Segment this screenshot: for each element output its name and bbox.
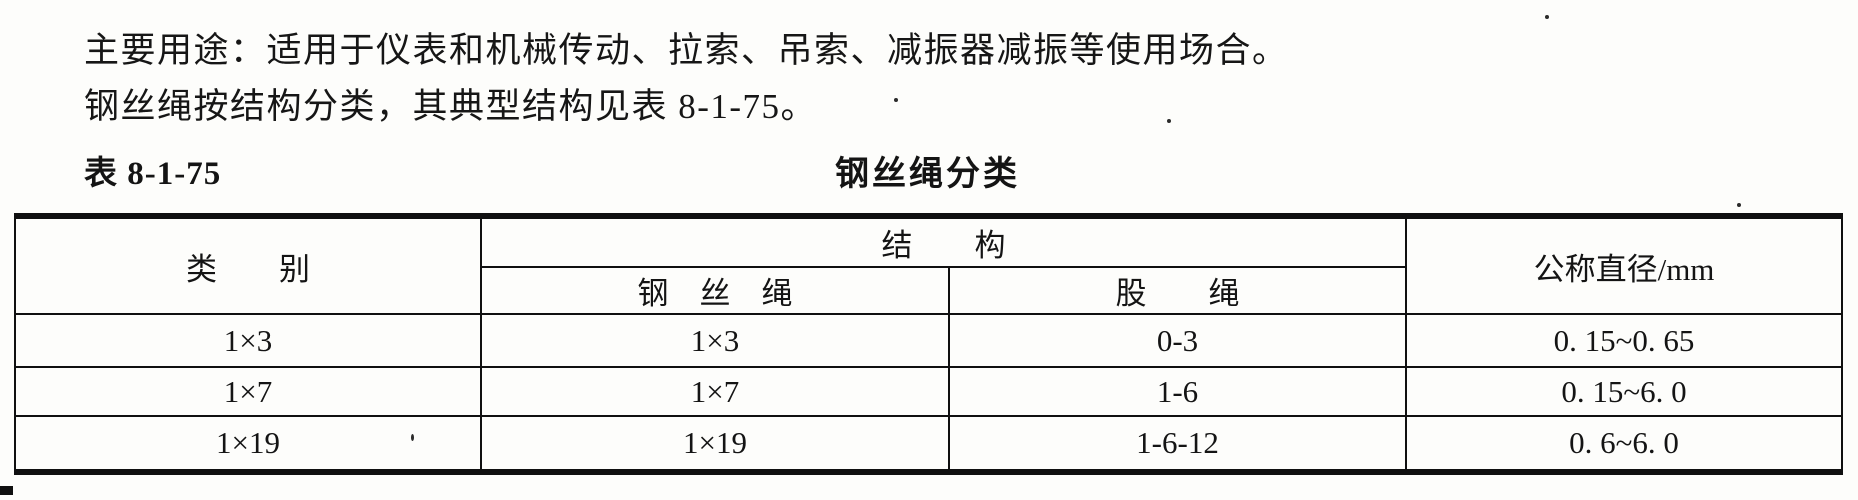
cell-category: 1×19 — [14, 415, 482, 473]
scan-speck — [894, 98, 898, 102]
table-row: 1×19 1×19 1-6-12 0. 6~6. 0 — [14, 415, 1843, 473]
cell-wire-rope: 1×3 — [480, 313, 950, 368]
cell-strand-rope: 1-6-12 — [948, 415, 1407, 473]
header-cell-diameter: 公称直径/mm — [1405, 215, 1843, 315]
cell-diameter: 0. 15~6. 0 — [1405, 366, 1843, 417]
paragraph-main-use: 主要用途：适用于仪表和机械传动、拉索、吊索、减振器减振等使用场合。 — [84, 31, 1289, 70]
header-cell-wire-rope: 钢 丝 绳 — [480, 266, 950, 315]
cell-strand-rope: 0-3 — [948, 313, 1407, 368]
cell-wire-rope: 1×7 — [480, 366, 950, 417]
wire-rope-classification-table: 类 别 结 构 公称直径/mm 钢 丝 绳 股 绳 1×3 1×3 0-3 0.… — [14, 213, 1843, 475]
header-cell-structure: 结 构 — [480, 215, 1407, 268]
cell-category: 1×3 — [14, 313, 482, 368]
cell-diameter: 0. 6~6. 0 — [1405, 415, 1843, 473]
scan-speck — [1737, 203, 1741, 207]
scan-speck — [411, 434, 414, 441]
header-cell-category: 类 别 — [14, 215, 482, 315]
paragraph-structure-classification: 钢丝绳按结构分类，其典型结构见表 8-1-75。 — [84, 87, 818, 126]
table-title: 钢丝绳分类 — [835, 156, 1020, 193]
cell-diameter: 0. 15~0. 65 — [1405, 313, 1843, 368]
table-caption-row: 表 8-1-75 钢丝绳分类 — [14, 146, 1841, 193]
cell-wire-rope: 1×19 — [480, 415, 950, 473]
scan-speck — [1545, 15, 1549, 19]
header-cell-strand-rope: 股 绳 — [948, 266, 1407, 315]
header-row-1: 类 别 结 构 公称直径/mm — [14, 215, 1843, 315]
table-row: 1×7 1×7 1-6 0. 15~6. 0 — [14, 366, 1843, 417]
scan-edge-artifact — [0, 486, 13, 495]
scan-speck — [1167, 119, 1171, 123]
table-number-caption: 表 8-1-75 — [84, 156, 222, 192]
header-row-2: 钢 丝 绳 股 绳 — [15, 266, 1842, 315]
cell-category: 1×7 — [14, 366, 482, 417]
cell-strand-rope: 1-6 — [948, 366, 1407, 417]
table-row: 1×3 1×3 0-3 0. 15~0. 65 — [14, 313, 1843, 368]
